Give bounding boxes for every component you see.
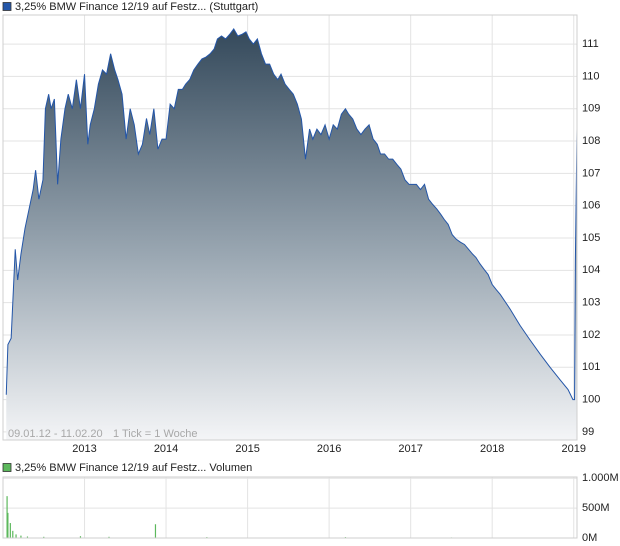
volume-bar [15, 534, 17, 538]
y-tick-label: 110 [582, 70, 600, 82]
x-tick-label: 2013 [72, 443, 96, 455]
y-tick-label: 103 [582, 297, 600, 309]
legend-label: 3,25% BMW Finance 12/19 auf Festz... Vol… [15, 462, 252, 474]
volume-bar [43, 536, 45, 538]
volume-bar [79, 536, 82, 538]
y-tick-label: 105 [582, 232, 600, 244]
x-tick-label: 2019 [561, 443, 585, 455]
y-tick-label: 109 [582, 103, 600, 115]
y-tick-label: 100 [582, 394, 600, 406]
y-tick-label: 500M [582, 502, 610, 514]
y-tick-label: 0M [582, 532, 597, 544]
y-tick-label: 111 [582, 38, 599, 50]
y-tick-label: 106 [582, 200, 600, 212]
volume-bar [108, 536, 110, 538]
date-range: 09.01.12 - 11.02.20 [8, 428, 103, 440]
volume-bar [9, 523, 11, 538]
y-tick-label: 107 [582, 167, 600, 179]
legend-swatch [2, 2, 12, 11]
legend-swatch [2, 463, 12, 472]
area [6, 28, 577, 441]
x-tick-label: 2014 [154, 443, 178, 455]
y-tick-label: 102 [582, 329, 600, 341]
x-tick-label: 2017 [398, 443, 422, 455]
y-tick-label: 99 [582, 426, 594, 438]
tick-note: 1 Tick = 1 Woche [113, 428, 197, 440]
volume-bar [154, 524, 157, 538]
y-tick-label: 101 [582, 361, 600, 373]
volume-bar [12, 530, 14, 538]
plot-frame [2, 476, 578, 539]
volume-bar [26, 536, 29, 538]
volume-bar [6, 496, 8, 538]
volume-bar [7, 512, 9, 538]
y-tick-label: 108 [582, 135, 600, 147]
volume-bar [20, 535, 22, 538]
price-line [5, 27, 578, 401]
y-tick-label: 1.000M [582, 472, 619, 484]
plot-frame [2, 14, 578, 441]
x-tick-label: 2018 [480, 443, 504, 455]
x-tick-label: 2015 [235, 443, 259, 455]
y-tick-label: 104 [582, 264, 600, 276]
legend-label: 3,25% BMW Finance 12/19 auf Festz... (St… [15, 1, 258, 13]
x-tick-label: 2016 [317, 443, 341, 455]
